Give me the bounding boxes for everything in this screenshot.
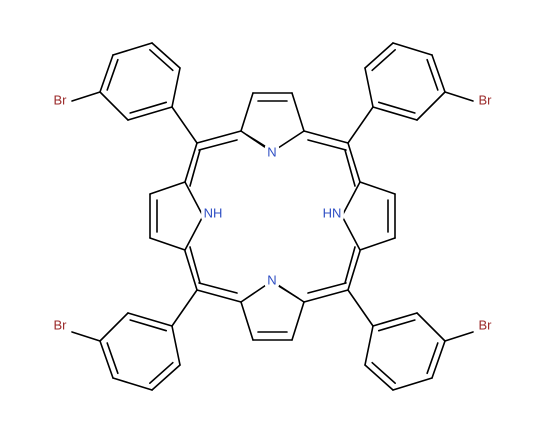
bond [99, 54, 114, 93]
bond [246, 134, 269, 149]
bond [196, 289, 242, 303]
bond [344, 246, 356, 284]
bond [392, 377, 433, 391]
bond [431, 54, 446, 93]
bond [240, 92, 254, 132]
bond [341, 181, 361, 217]
bond [184, 215, 204, 251]
bond [71, 331, 101, 342]
bond [426, 58, 439, 91]
bond [184, 142, 198, 183]
bond [307, 139, 347, 151]
bond [171, 325, 181, 366]
atom-label: N [267, 272, 276, 287]
bond [171, 106, 198, 144]
bond [359, 237, 396, 251]
bond [240, 301, 254, 341]
bond [99, 91, 129, 121]
bond [71, 91, 101, 102]
bond [416, 312, 446, 342]
bond [149, 181, 186, 195]
bond [240, 280, 273, 303]
bond [189, 149, 201, 187]
bond [129, 101, 168, 114]
bond [372, 106, 418, 121]
bond [171, 67, 181, 108]
atom-label: Br [54, 92, 68, 107]
bond [364, 67, 374, 108]
bond [364, 42, 394, 69]
bond [303, 289, 349, 303]
bond [377, 101, 416, 114]
bond [347, 250, 361, 291]
bond [151, 42, 181, 69]
bond [198, 139, 238, 151]
bond [198, 282, 238, 294]
bond [106, 342, 119, 375]
bond [189, 246, 201, 284]
bond [271, 130, 305, 153]
atom-label: N [267, 144, 276, 159]
bond [112, 42, 153, 56]
bond [307, 282, 347, 294]
bond [364, 325, 374, 366]
atom-label: Br [479, 317, 493, 332]
bond [112, 377, 153, 391]
bond [416, 91, 446, 121]
bond [184, 181, 204, 217]
bond [196, 130, 242, 144]
bond [291, 92, 305, 132]
atom-label: HN [323, 205, 342, 220]
bond [149, 361, 174, 384]
bond [151, 364, 181, 391]
bond [149, 237, 186, 251]
bond [347, 142, 361, 183]
bond [347, 106, 374, 144]
bond [371, 361, 396, 384]
bond [444, 331, 474, 342]
bonds [71, 42, 474, 391]
bond [276, 284, 299, 299]
bond [344, 149, 356, 187]
bond [371, 49, 396, 72]
bond [171, 289, 198, 327]
atom-label: Br [479, 92, 493, 107]
bond [347, 289, 374, 327]
bond [149, 49, 174, 72]
bond [392, 42, 433, 56]
bond [99, 340, 114, 379]
bond [291, 301, 305, 341]
bond [129, 319, 168, 332]
atom-label: Br [54, 317, 68, 332]
bond [127, 106, 173, 121]
bond [359, 181, 396, 195]
bond [444, 91, 474, 102]
bond [184, 250, 198, 291]
bond [127, 312, 173, 327]
bond [431, 340, 446, 379]
bond [106, 58, 119, 91]
bond [341, 215, 361, 251]
bond [372, 312, 418, 327]
bond [364, 364, 394, 391]
atom-label: NH [204, 205, 223, 220]
bond [426, 342, 439, 375]
bond [377, 319, 416, 332]
bond [99, 312, 129, 342]
bond [303, 130, 349, 144]
